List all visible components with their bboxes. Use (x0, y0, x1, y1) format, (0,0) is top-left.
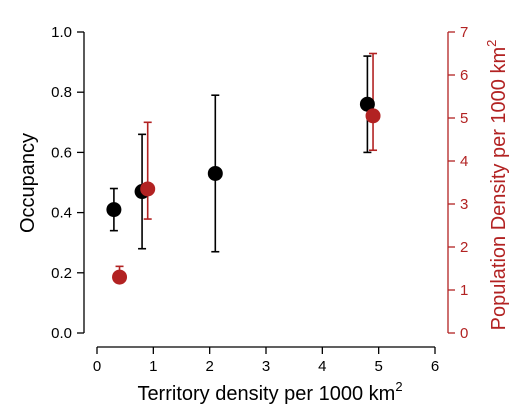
bottom-tick-label: 3 (262, 358, 270, 375)
right-axis: 0 1 2 3 4 5 6 7 (447, 24, 468, 342)
right-tick-label: 0 (460, 325, 468, 342)
left-tick-label: 0.6 (51, 144, 72, 161)
bottom-tick-label: 0 (93, 358, 101, 375)
right-tick-label: 4 (460, 153, 468, 170)
bottom-tick-label: 5 (374, 358, 382, 375)
x-axis-title: Territory density per 1000 km2 (137, 379, 402, 405)
population-density-point (140, 181, 156, 197)
x-axis-title-superscript: 2 (395, 379, 402, 394)
right-tick-label: 2 (460, 239, 468, 256)
right-tick-label: 7 (460, 24, 468, 41)
right-tick-label: 6 (460, 67, 468, 84)
occupancy-point (106, 202, 122, 218)
bottom-tick-label: 1 (149, 358, 157, 375)
left-ticks: 0.0 0.2 0.4 0.6 0.8 1.0 (51, 24, 84, 342)
population-density-point (365, 108, 381, 124)
y-axis-title-right-superscript: 2 (484, 40, 499, 47)
right-tick-label: 1 (460, 282, 468, 299)
bottom-tick-label: 4 (318, 358, 326, 375)
bottom-ticks: 0 1 2 3 4 5 6 (93, 347, 439, 375)
bottom-tick-label: 6 (431, 358, 439, 375)
left-tick-label: 0.0 (51, 325, 72, 342)
left-tick-label: 0.2 (51, 265, 72, 282)
left-tick-label: 0.4 (51, 205, 72, 222)
right-tick-label: 5 (460, 110, 468, 127)
y-axis-title-left: Occupancy (17, 133, 39, 233)
bottom-axis: 0 1 2 3 4 5 6 (93, 346, 439, 375)
left-axis: 0.0 0.2 0.4 0.6 0.8 1.0 (51, 24, 85, 342)
population-density-point (112, 269, 128, 285)
data-points (106, 96, 381, 285)
occupancy-point (207, 165, 223, 181)
y-axis-title-right: Population Density per 1000 km2 (484, 40, 510, 331)
occupancy-point (359, 96, 375, 112)
left-tick-label: 0.8 (51, 84, 72, 101)
left-tick-label: 1.0 (51, 24, 72, 41)
right-tick-label: 3 (460, 196, 468, 213)
bottom-tick-label: 2 (205, 358, 213, 375)
error-bars (109, 52, 378, 278)
right-ticks: 0 1 2 3 4 5 6 7 (448, 24, 468, 342)
